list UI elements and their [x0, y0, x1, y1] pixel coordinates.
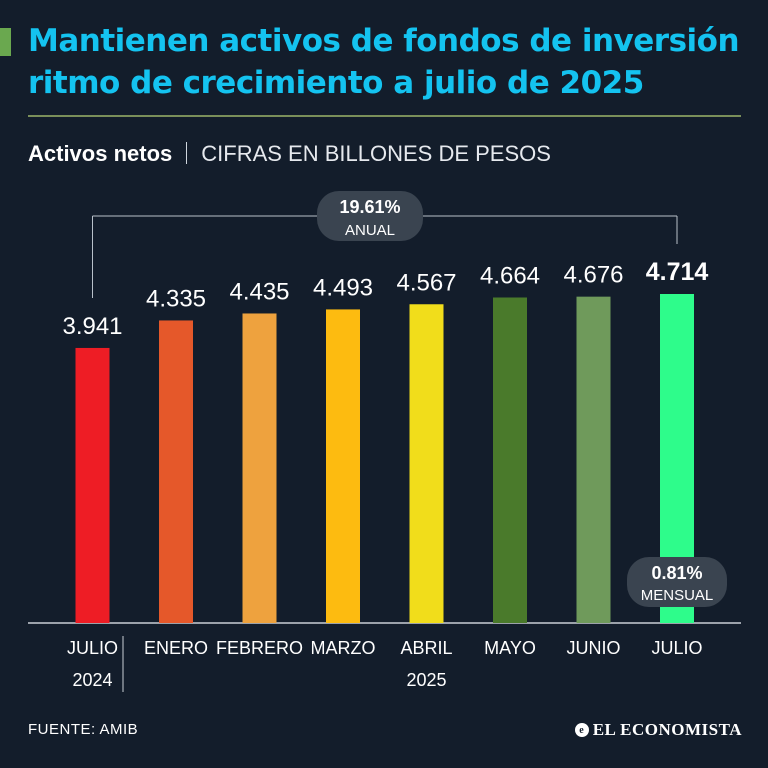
x-tick-label: FEBRERO — [216, 638, 303, 658]
bar — [576, 296, 611, 623]
bar — [409, 304, 444, 623]
subtitle-separator — [186, 142, 188, 164]
accent-bar — [0, 28, 11, 56]
bar-value-label: 4.664 — [480, 262, 540, 289]
bar-value-label: 3.941 — [62, 313, 122, 340]
x-tick-label: ENERO — [144, 638, 208, 658]
bar — [493, 297, 527, 623]
bar-value-label: 4.435 — [229, 278, 289, 305]
bar — [242, 313, 277, 623]
subtitle-units: CIFRAS EN BILLONES DE PESOS — [201, 141, 551, 166]
title-divider — [28, 115, 741, 117]
annual-change-label: ANUAL — [345, 222, 395, 239]
bar-value-label: 4.714 — [646, 258, 709, 286]
annual-change-value: 19.61% — [339, 197, 400, 217]
x-tick-label: 2025 — [406, 670, 446, 690]
bar-value-label: 4.567 — [396, 269, 456, 296]
x-tick-label: MARZO — [311, 638, 376, 658]
bar — [326, 309, 360, 623]
x-tick-label: JULIO — [651, 638, 702, 658]
brand-logo: e EL ECONOMISTA — [574, 720, 742, 740]
brand-mark-icon: e — [574, 723, 589, 737]
x-tick-label: ABRIL — [400, 638, 452, 658]
x-tick-label: 2024 — [72, 670, 112, 690]
chart-title: Mantienen activos de fondos de inversión… — [28, 23, 740, 101]
bar-value-label: 4.493 — [313, 274, 373, 301]
chart-subtitle: Activos netos CIFRAS EN BILLONES DE PESOS — [28, 140, 551, 168]
bar-value-label: 4.676 — [563, 262, 623, 289]
x-tick-label: MAYO — [484, 638, 536, 658]
monthly-change-value: 0.81% — [651, 563, 702, 583]
source-note: FUENTE: AMIB — [28, 721, 139, 738]
x-tick-label: JUNIO — [567, 638, 621, 658]
subtitle-bold: Activos netos — [28, 141, 173, 166]
x-tick-label: JULIO — [67, 638, 118, 658]
brand-name: EL ECONOMISTA — [592, 720, 742, 739]
monthly-change-label: MENSUAL — [641, 587, 714, 604]
bar — [159, 320, 193, 623]
monthly-badge — [627, 557, 727, 607]
annual-badge — [317, 191, 423, 241]
bar-value-label: 4.335 — [146, 285, 206, 312]
bar — [75, 347, 110, 623]
